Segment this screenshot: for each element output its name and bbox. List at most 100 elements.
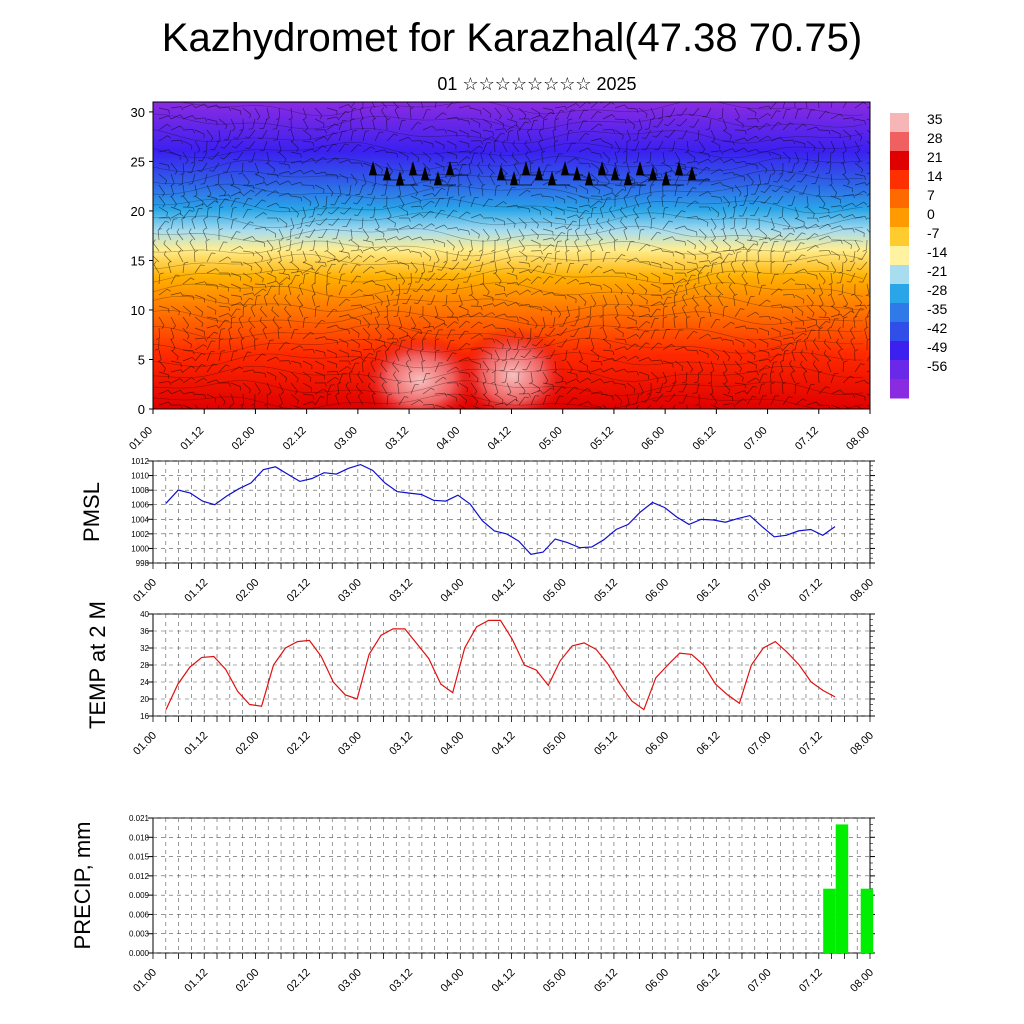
wind-barb [494,272,502,282]
wind-barb-feather [744,282,749,286]
wind-barb [326,338,337,341]
wind-barb-feather [309,201,312,206]
wind-barb [823,353,832,362]
wind-barb-feather [352,130,357,132]
wind-barb-feather [744,325,748,330]
wind-barb-feather [442,376,447,380]
wind-barb [379,375,388,384]
wind-barb [298,228,304,239]
wind-barb [458,313,469,318]
wind-barb-feather [168,216,172,221]
wind-barb [230,184,241,190]
wind-barb [646,404,652,409]
wind-barb [206,268,217,274]
wind-barb [470,283,473,294]
wind-barb-feather [390,171,393,175]
wind-barb [698,239,707,248]
wind-barb-feather [813,146,816,151]
x-tick-label: 03.12 [383,425,411,453]
wind-barb-feather [527,128,531,132]
wind-barb-feather [682,167,687,171]
wind-barb-feather [247,181,250,186]
wind-barb-feather [381,107,385,111]
wind-barb-feather [394,223,396,228]
wind-barb-feather [695,268,700,273]
wind-barb-feather [279,283,284,286]
wind-barb [662,360,673,364]
wind-barb-feather [295,274,300,276]
wind-barb [800,352,808,362]
wind-barb-feather [550,222,553,227]
wind-barb-feather [499,115,502,120]
wind-barb-feather [168,165,170,170]
wind-barb [254,107,261,117]
wind-barb [806,272,817,276]
wind-barb-feather [715,284,718,289]
wind-barb [458,105,469,109]
wind-barb-feather [232,127,236,132]
wind-barb [782,264,789,274]
wind-barb-feather [789,342,794,345]
wind-barb [626,257,637,263]
wind-barb [728,286,736,296]
wind-barb [758,105,769,109]
pmsl-x-tick-label: 06.12 [695,577,723,605]
wind-barb-feather [693,157,696,162]
wind-barb-feather [742,124,744,129]
wind-barb [506,250,511,261]
wind-barb-feather [624,272,627,277]
wind-barb-feather [683,278,687,282]
wind-barb [278,371,288,379]
wind-barb [578,109,584,120]
wind-barb-feather [328,223,333,226]
wind-barb-feather [358,227,363,230]
wind-barb [590,404,601,408]
wind-barb-feather [766,123,771,126]
wind-barb-feather [346,298,350,302]
wind-barb-feather [392,304,397,306]
wind-barb-feather [328,295,333,297]
wind-barb-feather [504,128,508,133]
wind-barb [734,147,745,153]
wind-barb [602,269,613,274]
wind-barb-feather [586,365,589,370]
wind-barb [194,117,205,120]
wind-barb [814,162,820,173]
wind-barb-feather [480,150,485,154]
wind-barb-feather [408,249,412,254]
wind-barb-feather [162,203,166,208]
wind-barb [710,181,721,186]
wind-barb [626,393,630,404]
wind-barb [806,206,815,214]
wind-barb [790,373,796,384]
wind-barb-feather [617,149,621,154]
wind-barb [470,382,478,392]
wind-barb-feather [385,348,390,352]
wind-barb-feather [370,359,374,364]
wind-barb-feather [586,216,591,221]
wind-barb-feather [256,294,261,297]
wind-barb [662,306,665,318]
wind-barb [710,157,720,164]
wind-barb [458,382,468,389]
wind-barb [410,399,420,406]
wind-barb-feather [558,313,562,318]
wind-barb-feather [199,413,201,417]
wind-barb-feather [238,172,243,175]
wind-barb [794,340,798,351]
wind-barb [614,368,625,373]
wind-barb-feather [405,359,409,364]
wind-barb [836,342,844,351]
wind-barb [791,195,796,206]
wind-barb [374,217,380,228]
wind-barb-feather [586,189,589,194]
wind-barb [526,360,532,371]
wind-barb [506,118,517,123]
wind-barb [770,274,775,285]
wind-barb-feather [681,210,686,213]
wind-barb [494,293,505,296]
wind-barb [284,309,292,318]
wind-barb [194,208,199,219]
wind-barb-feather [575,157,579,161]
wind-barb [746,377,756,384]
